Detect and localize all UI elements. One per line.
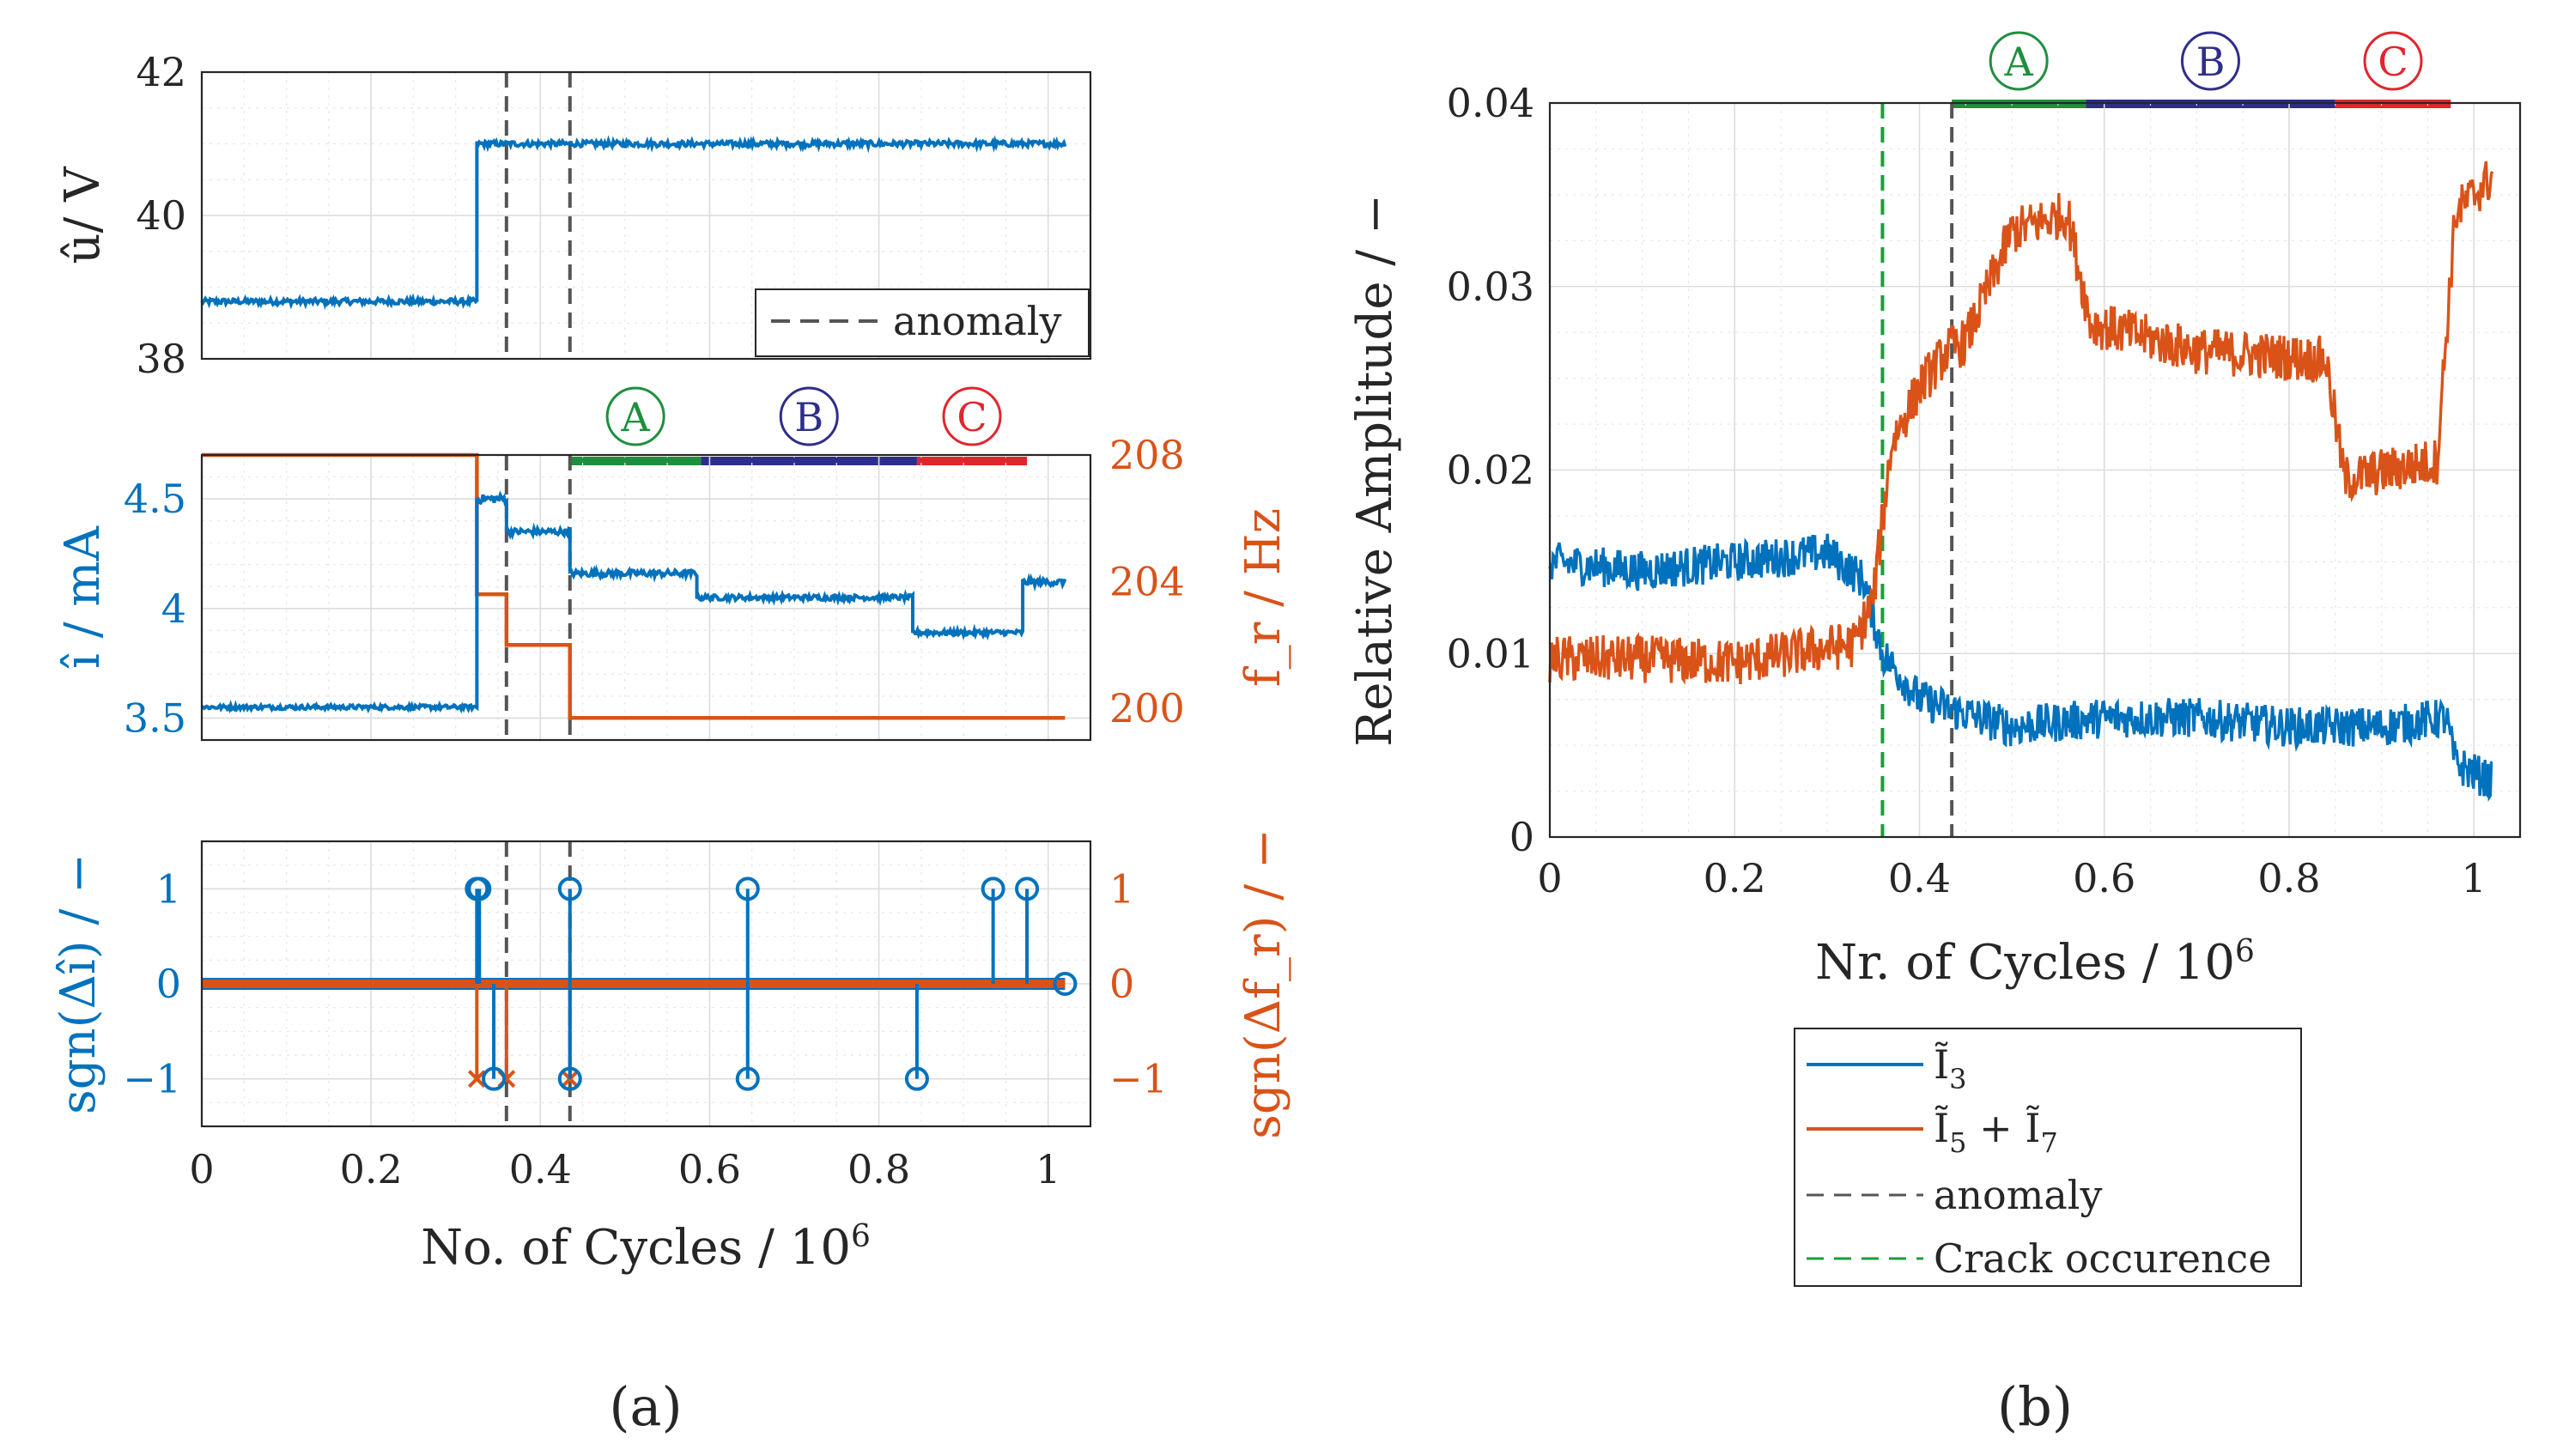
zone-letter-b: B: [2196, 39, 2226, 85]
a1-ytick-label: 42: [136, 49, 186, 95]
b-legend-i57-label: Ĩ5 + Ĩ7: [1934, 1105, 2058, 1159]
zone-circle-c: [942, 386, 1002, 446]
zone-bar-a: [569, 457, 702, 465]
a2-ytick-left-label: 4: [161, 585, 186, 632]
a1-ytick-label: 38: [136, 336, 186, 382]
a2-ylabel-right: f_r / Hz: [1236, 508, 1291, 687]
stem-marker-x: [561, 1070, 580, 1089]
stem-marker-circle: [735, 877, 760, 901]
a3-xtick-label: 0.2: [340, 1146, 403, 1192]
zone-circle-b: [779, 386, 839, 446]
b-ylabel: Relative Amplitude / −: [1347, 194, 1403, 747]
i3-line: [1548, 533, 2493, 802]
b-axes-box: [1548, 101, 2522, 839]
b-ytick-label: 0.04: [1447, 80, 1534, 126]
a2-ytick-right-label: 200: [1109, 685, 1185, 731]
b-xlabel: Nr. of Cycles / 106: [1815, 934, 2255, 991]
caption-b: (b): [1997, 1375, 2073, 1438]
b-ytick-label: 0.03: [1447, 264, 1534, 310]
b-legend-i3-label: Ĩ3: [1934, 1041, 1967, 1095]
a3-xtick-label: 0.6: [678, 1146, 741, 1192]
b-legend-anomaly-label: anomaly: [1934, 1172, 2103, 1218]
zone-letter-b: B: [794, 394, 823, 440]
a3-ytick-left-label: 1: [156, 865, 181, 912]
a1-legend: anomaly: [755, 288, 1090, 357]
b-xtick-label: 0.2: [1704, 855, 1766, 901]
b-legend: Ĩ3 Ĩ5 + Ĩ7 anomaly Crack occurence: [1794, 1028, 2302, 1287]
a1-legend-anomaly-label: anomaly: [893, 298, 1062, 344]
a3-stem-series: [202, 877, 1078, 1091]
zone-bar-a: A B C: [569, 386, 1028, 465]
b-xtick-label: 1: [2462, 855, 2487, 901]
b-xtick-label: 0: [1537, 855, 1562, 901]
a1-voltage-series: [200, 135, 1067, 311]
b-xtick-label: 0.6: [2073, 855, 2135, 901]
zone-letter-a: A: [2004, 39, 2034, 85]
a2-axes-box: [200, 453, 1092, 742]
a3-xtick-label: 0.4: [509, 1146, 572, 1192]
zone-letter-a: A: [621, 394, 651, 440]
a1-ylabel: û/ V: [55, 166, 111, 264]
b-legend-crack-label: Crack occurence: [1934, 1235, 2272, 1282]
zone-letter-c: C: [2378, 39, 2408, 85]
stem-marker-circle: [557, 877, 582, 901]
a3-ytick-left-label: 0: [156, 961, 181, 1007]
a1-ytick-label: 40: [136, 192, 186, 239]
a3-xtick-label: 0.8: [847, 1146, 910, 1192]
stem-marker-circle: [1015, 877, 1040, 901]
zone-bar-b: A B C: [1952, 31, 2451, 108]
b-xtick-label: 0.4: [1888, 855, 1951, 901]
b-series: [1548, 161, 2494, 802]
stem-marker-circle: [981, 877, 1005, 901]
a2-ylabel-left: î / mA: [55, 525, 111, 668]
zone-letter-c: C: [957, 394, 987, 440]
panel-a1: 38 40 42 û/ V anomaly: [55, 49, 1092, 382]
panel-b: A B C 0 0.01 0.02 0.03 0.04 0 0.2 0.4 0.6 0.8 1 Rela…: [1347, 31, 2522, 1287]
a2-ytick-right-label: 204: [1109, 559, 1185, 605]
zone-circle-a: [605, 386, 665, 446]
caption-a: (a): [609, 1375, 682, 1438]
a3-ytick-right-label: 0: [1109, 961, 1134, 1007]
resonance-frequency-line: [202, 452, 1066, 720]
b-xtick-label: 0.8: [2257, 855, 2320, 901]
a3-ylabel-right: sgn(Δf_r) / −: [1236, 828, 1291, 1139]
a3-ytick-right-label: −1: [1109, 1056, 1168, 1102]
a3-xtick-label: 0: [189, 1146, 214, 1192]
b-ytick-label: 0.01: [1447, 630, 1534, 676]
b-ytick-label: 0: [1509, 814, 1534, 860]
stem-marker-x: [467, 1070, 486, 1089]
panel-a2: 3.5 4 4.5 200 204 208 î / mA f_r / Hz: [55, 432, 1291, 741]
a2-ytick-left-label: 4.5: [124, 476, 186, 522]
zone-bar-c: [916, 457, 1028, 465]
a3-ytick-right-label: 1: [1109, 865, 1134, 912]
a2-ytick-right-label: 208: [1109, 432, 1185, 478]
stem-marker-circle: [467, 877, 492, 901]
zone-circle-b: [2180, 31, 2240, 91]
a1-axes-box: [200, 70, 1092, 361]
stem-marker-circle: [482, 1066, 507, 1091]
a3-xtick-label: 1: [1036, 1146, 1060, 1192]
zone-bar-b: [701, 457, 917, 465]
zone-circle-c: [2363, 31, 2423, 91]
a3-xlabel: No. of Cycles / 106: [421, 1219, 871, 1276]
a3-ytick-left-label: −1: [123, 1056, 181, 1102]
zone-circle-a: [1989, 31, 2049, 91]
a2-series: [200, 452, 1067, 720]
b-ytick-label: 0.02: [1447, 447, 1534, 494]
stem-marker-circle: [557, 1066, 582, 1091]
current-line: [200, 490, 1067, 714]
stem-marker-circle: [904, 1066, 929, 1091]
voltage-line: [200, 135, 1067, 311]
a2-ytick-left-label: 3.5: [124, 695, 186, 741]
stem-marker-circle: [1053, 972, 1078, 996]
i5-i7-line: [1548, 161, 2494, 685]
stem-marker-circle: [735, 1066, 760, 1091]
a3-axes-box: [200, 840, 1092, 1128]
a3-ylabel-left: sgn(Δî) / −: [51, 853, 106, 1114]
